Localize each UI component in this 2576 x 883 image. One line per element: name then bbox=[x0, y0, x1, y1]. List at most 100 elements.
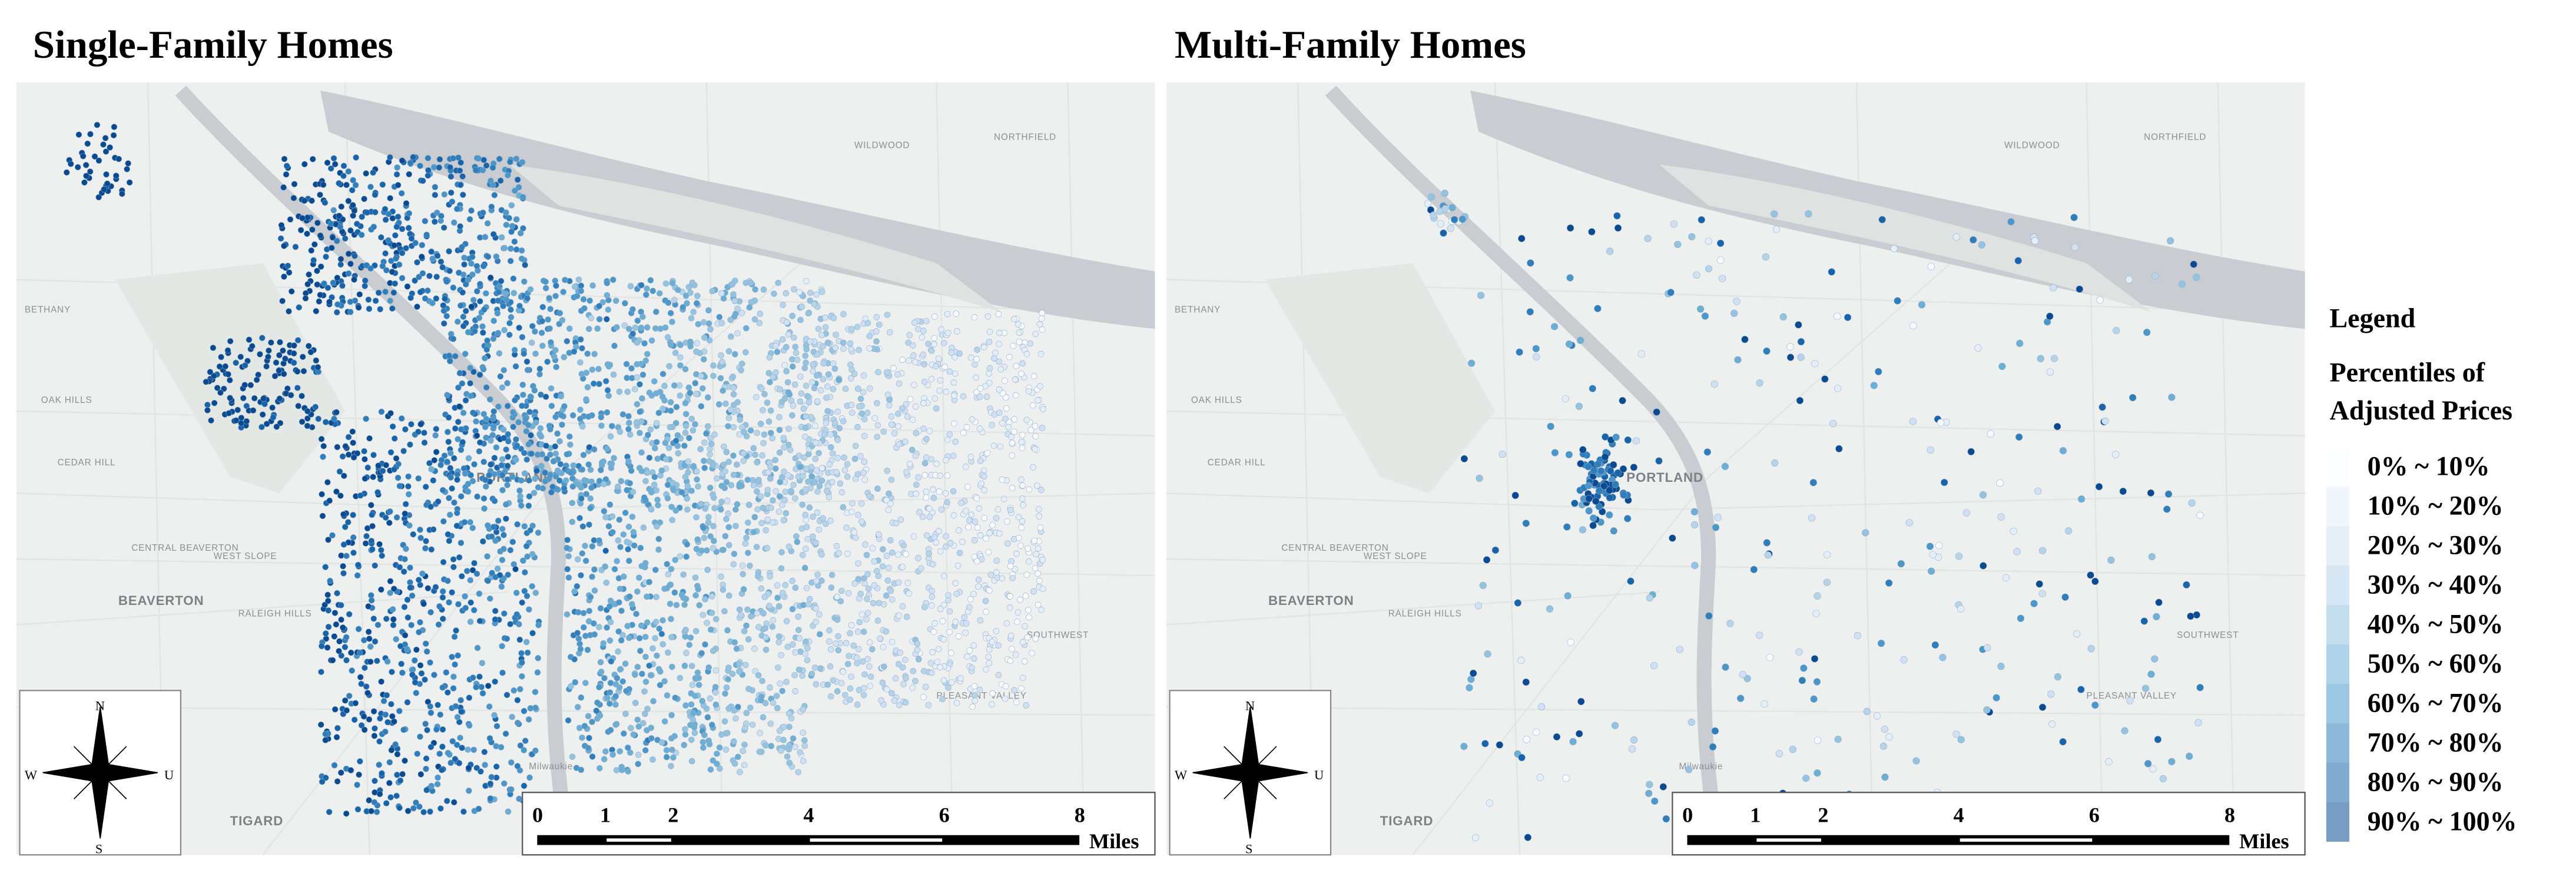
home-point bbox=[783, 679, 790, 686]
home-point bbox=[953, 310, 960, 317]
home-point bbox=[728, 333, 734, 340]
home-point bbox=[981, 473, 987, 479]
home-point bbox=[468, 472, 474, 478]
home-point bbox=[424, 287, 431, 294]
home-point bbox=[619, 766, 625, 773]
legend-label: 10% ~ 20% bbox=[2368, 491, 2504, 521]
home-point bbox=[742, 720, 750, 727]
home-point bbox=[369, 546, 376, 553]
home-point bbox=[800, 473, 806, 479]
home-point bbox=[634, 318, 641, 324]
home-point bbox=[542, 278, 549, 285]
home-point bbox=[664, 692, 671, 699]
home-point bbox=[405, 473, 412, 480]
home-point bbox=[1576, 730, 1583, 738]
home-point bbox=[961, 614, 968, 621]
home-point bbox=[863, 616, 870, 623]
home-point bbox=[854, 654, 860, 661]
home-point bbox=[651, 474, 658, 481]
home-point bbox=[911, 382, 917, 388]
home-point bbox=[343, 810, 350, 817]
home-point bbox=[1484, 650, 1491, 658]
home-point bbox=[1797, 353, 1805, 361]
home-point bbox=[1010, 535, 1017, 543]
home-point bbox=[2147, 489, 2155, 497]
home-point bbox=[974, 346, 980, 353]
home-point bbox=[604, 695, 611, 702]
home-point bbox=[723, 515, 730, 522]
home-point bbox=[803, 639, 809, 645]
home-point bbox=[739, 361, 745, 367]
home-point bbox=[727, 316, 734, 323]
home-point bbox=[225, 371, 231, 378]
home-point bbox=[376, 762, 382, 768]
home-point bbox=[769, 519, 776, 526]
home-point bbox=[399, 669, 406, 676]
home-point bbox=[642, 357, 649, 364]
home-point bbox=[824, 383, 831, 390]
home-point bbox=[447, 759, 454, 766]
home-point bbox=[864, 596, 870, 603]
home-point bbox=[452, 353, 459, 359]
home-point bbox=[268, 339, 274, 346]
home-point bbox=[834, 408, 841, 415]
home-point bbox=[888, 690, 895, 697]
home-point bbox=[1927, 567, 1935, 575]
home-point bbox=[422, 218, 429, 224]
home-point bbox=[461, 519, 468, 525]
home-point bbox=[400, 568, 407, 575]
compass-w: W bbox=[1175, 768, 1188, 782]
home-point bbox=[986, 379, 993, 386]
home-point bbox=[616, 684, 623, 691]
home-point bbox=[766, 603, 773, 609]
home-point bbox=[737, 611, 744, 619]
home-point bbox=[67, 160, 74, 167]
home-point bbox=[295, 402, 301, 409]
home-point bbox=[861, 432, 868, 439]
home-point bbox=[996, 329, 1003, 336]
home-point bbox=[903, 613, 910, 620]
home-point bbox=[991, 355, 997, 362]
home-point bbox=[473, 570, 480, 577]
home-point bbox=[447, 474, 454, 481]
home-point bbox=[625, 524, 632, 530]
home-point bbox=[792, 649, 799, 656]
home-point bbox=[596, 765, 603, 772]
home-point bbox=[664, 334, 671, 340]
home-point bbox=[739, 562, 746, 569]
home-point bbox=[566, 325, 573, 332]
home-point bbox=[407, 295, 414, 301]
home-point bbox=[803, 413, 809, 420]
home-point bbox=[417, 771, 425, 778]
home-point bbox=[896, 612, 903, 619]
home-point bbox=[755, 624, 762, 630]
home-point bbox=[657, 668, 664, 675]
home-point bbox=[2078, 495, 2086, 503]
home-point bbox=[2112, 451, 2120, 458]
home-point bbox=[459, 173, 466, 180]
home-point bbox=[370, 223, 377, 230]
home-point bbox=[334, 725, 341, 732]
home-point bbox=[467, 392, 474, 399]
home-point bbox=[723, 479, 730, 485]
home-point bbox=[741, 762, 748, 769]
home-point bbox=[459, 191, 466, 198]
home-point bbox=[986, 370, 992, 377]
home-point bbox=[1878, 216, 1886, 223]
home-point bbox=[449, 589, 455, 596]
home-point bbox=[729, 670, 736, 677]
home-point bbox=[398, 660, 405, 667]
home-point bbox=[874, 485, 881, 492]
home-point bbox=[417, 534, 424, 541]
home-point bbox=[765, 418, 773, 425]
home-point bbox=[1651, 797, 1659, 805]
home-point bbox=[701, 732, 708, 739]
home-point bbox=[960, 429, 967, 436]
home-point bbox=[1688, 718, 1695, 726]
home-point bbox=[712, 667, 720, 674]
home-point bbox=[950, 488, 957, 495]
home-point bbox=[718, 498, 725, 505]
home-point bbox=[519, 599, 526, 606]
home-point bbox=[514, 521, 520, 528]
home-point bbox=[639, 371, 647, 378]
